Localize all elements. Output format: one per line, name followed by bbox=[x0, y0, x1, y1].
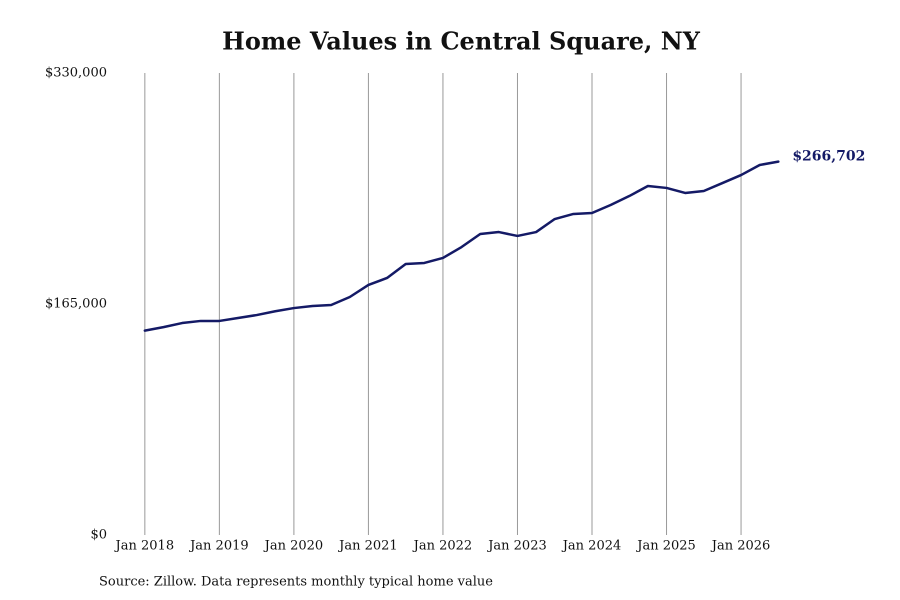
end-value-label: $266,702 bbox=[792, 149, 865, 165]
x-tick-label: Jan 2023 bbox=[486, 539, 547, 554]
chart-title: Home Values in Central Square, NY bbox=[222, 27, 701, 56]
line bbox=[143, 160, 780, 332]
x-tick-label: Jan 2020 bbox=[263, 539, 324, 554]
x-tick-label: Jan 2021 bbox=[337, 539, 398, 554]
y-tick-label: $0 bbox=[90, 528, 107, 543]
y-tick-label: $165,000 bbox=[45, 297, 107, 312]
x-tick-label: Jan 2025 bbox=[635, 539, 696, 554]
source-note: Source: Zillow. Data represents monthly … bbox=[99, 575, 493, 590]
x-tick-label: Jan 2026 bbox=[710, 539, 771, 554]
y-tick-label: $330,000 bbox=[45, 66, 107, 81]
x-tick-label: Jan 2018 bbox=[114, 539, 175, 554]
x-tick-label: Jan 2024 bbox=[561, 539, 622, 554]
x-tick-label: Jan 2022 bbox=[412, 539, 473, 554]
x-tick-label: Jan 2019 bbox=[188, 539, 249, 554]
